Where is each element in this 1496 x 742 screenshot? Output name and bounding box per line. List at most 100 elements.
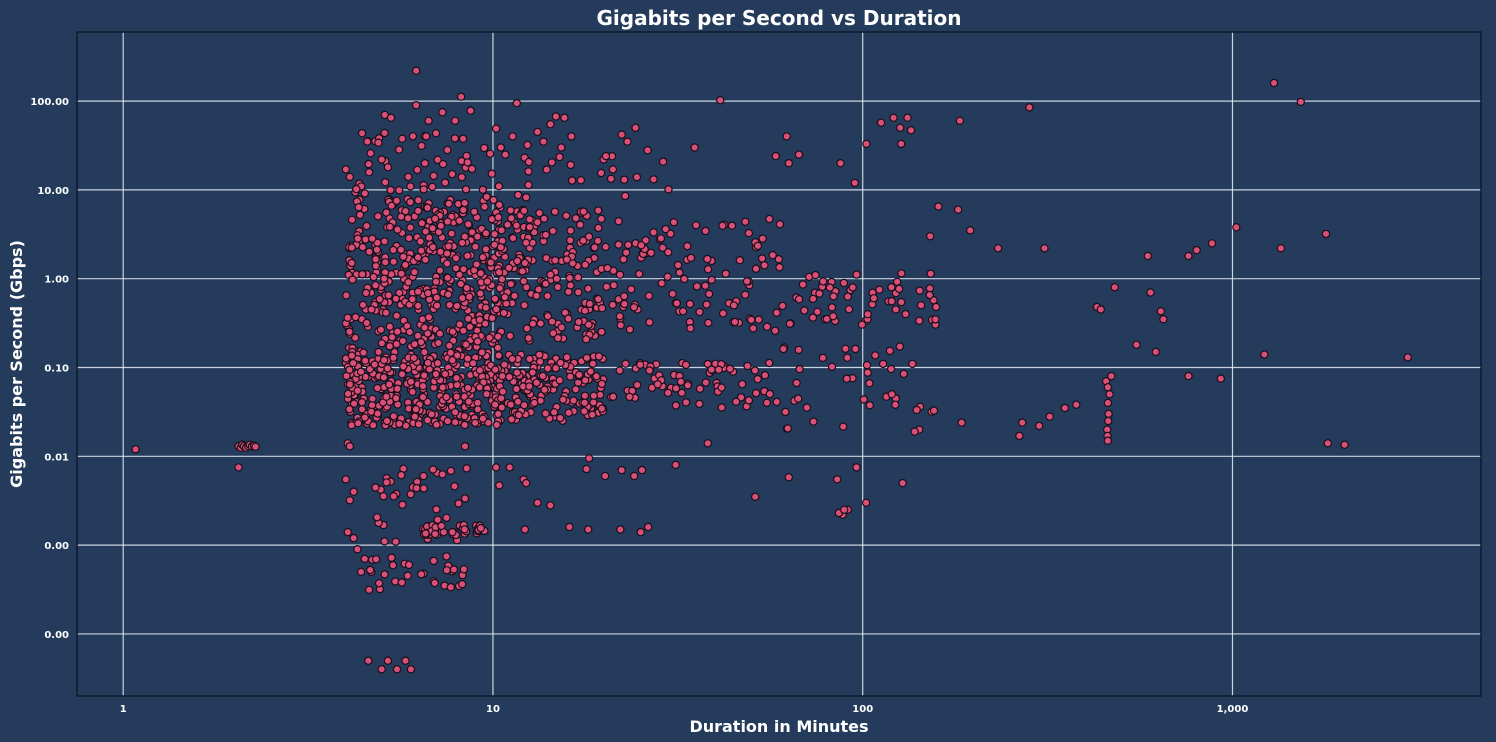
data-point xyxy=(428,223,437,233)
data-point xyxy=(664,185,673,194)
data-point xyxy=(597,404,607,413)
data-point xyxy=(1110,283,1119,292)
data-point xyxy=(385,322,394,331)
data-point xyxy=(448,356,457,365)
data-point xyxy=(394,145,404,154)
data-point xyxy=(751,492,760,501)
data-point xyxy=(741,217,750,226)
data-point xyxy=(1403,353,1413,362)
data-point xyxy=(473,398,482,407)
data-point xyxy=(382,478,391,487)
data-point xyxy=(389,353,398,362)
data-point xyxy=(406,182,415,191)
data-point xyxy=(1034,421,1044,431)
data-point xyxy=(580,391,590,400)
data-point xyxy=(1103,398,1113,408)
data-point xyxy=(503,220,512,229)
data-point xyxy=(581,376,590,385)
data-point xyxy=(865,401,875,410)
data-point xyxy=(551,256,560,265)
data-point xyxy=(811,270,820,280)
data-point xyxy=(451,254,461,263)
data-point xyxy=(889,113,898,122)
data-point xyxy=(555,376,564,385)
data-point xyxy=(808,294,818,304)
data-point xyxy=(744,396,754,405)
data-point xyxy=(412,100,421,110)
data-point xyxy=(886,364,896,374)
data-point xyxy=(446,348,455,357)
data-point xyxy=(522,324,532,333)
data-point xyxy=(718,309,728,318)
data-point xyxy=(408,295,417,304)
data-point xyxy=(564,314,573,323)
data-point xyxy=(389,412,398,421)
data-point xyxy=(574,317,583,327)
data-point xyxy=(547,158,557,167)
data-point xyxy=(449,565,459,574)
data-point xyxy=(557,323,566,332)
data-point xyxy=(358,242,367,252)
data-point xyxy=(379,373,388,382)
data-point xyxy=(514,410,524,420)
data-point xyxy=(438,159,448,169)
data-point xyxy=(358,270,367,279)
data-point xyxy=(401,421,411,430)
data-point xyxy=(743,361,752,371)
data-point xyxy=(355,210,365,220)
data-point xyxy=(471,242,480,251)
data-point xyxy=(528,368,537,377)
data-point xyxy=(442,566,451,575)
data-point xyxy=(386,185,395,195)
data-point xyxy=(461,185,471,194)
data-point xyxy=(395,419,404,429)
data-point xyxy=(354,202,363,212)
data-point xyxy=(1340,440,1349,449)
data-point xyxy=(234,463,243,472)
data-point xyxy=(520,400,529,410)
data-point xyxy=(827,303,837,312)
data-point xyxy=(525,382,534,391)
data-point xyxy=(417,141,426,151)
data-point xyxy=(716,96,725,105)
data-point xyxy=(364,585,374,595)
data-point xyxy=(546,501,555,510)
data-point xyxy=(417,570,426,579)
data-point xyxy=(703,254,712,264)
data-point xyxy=(418,392,428,402)
data-point xyxy=(895,342,905,351)
data-point xyxy=(934,202,943,211)
data-point xyxy=(494,268,504,277)
data-point xyxy=(343,313,352,322)
data-point xyxy=(420,371,429,380)
data-point xyxy=(925,290,934,300)
data-point xyxy=(522,478,531,488)
data-point xyxy=(1040,244,1049,253)
data-point xyxy=(625,392,634,402)
data-point xyxy=(644,291,654,301)
data-point xyxy=(498,371,507,381)
data-point xyxy=(452,392,461,401)
data-point xyxy=(430,578,439,588)
data-point xyxy=(525,222,534,232)
data-point xyxy=(430,529,440,539)
data-point xyxy=(750,366,760,375)
data-point xyxy=(673,260,683,270)
data-point xyxy=(467,227,477,237)
data-point xyxy=(898,478,907,488)
data-point xyxy=(484,418,493,427)
data-point xyxy=(519,276,528,286)
data-point xyxy=(584,284,593,293)
data-point xyxy=(431,277,441,286)
data-point xyxy=(404,172,413,182)
data-point xyxy=(751,264,761,273)
data-point xyxy=(589,391,599,400)
data-point xyxy=(528,319,538,328)
data-point xyxy=(404,278,413,287)
data-point xyxy=(543,291,552,301)
data-point xyxy=(836,158,845,168)
data-point xyxy=(721,269,731,278)
data-point xyxy=(574,288,583,297)
data-point xyxy=(523,140,532,150)
